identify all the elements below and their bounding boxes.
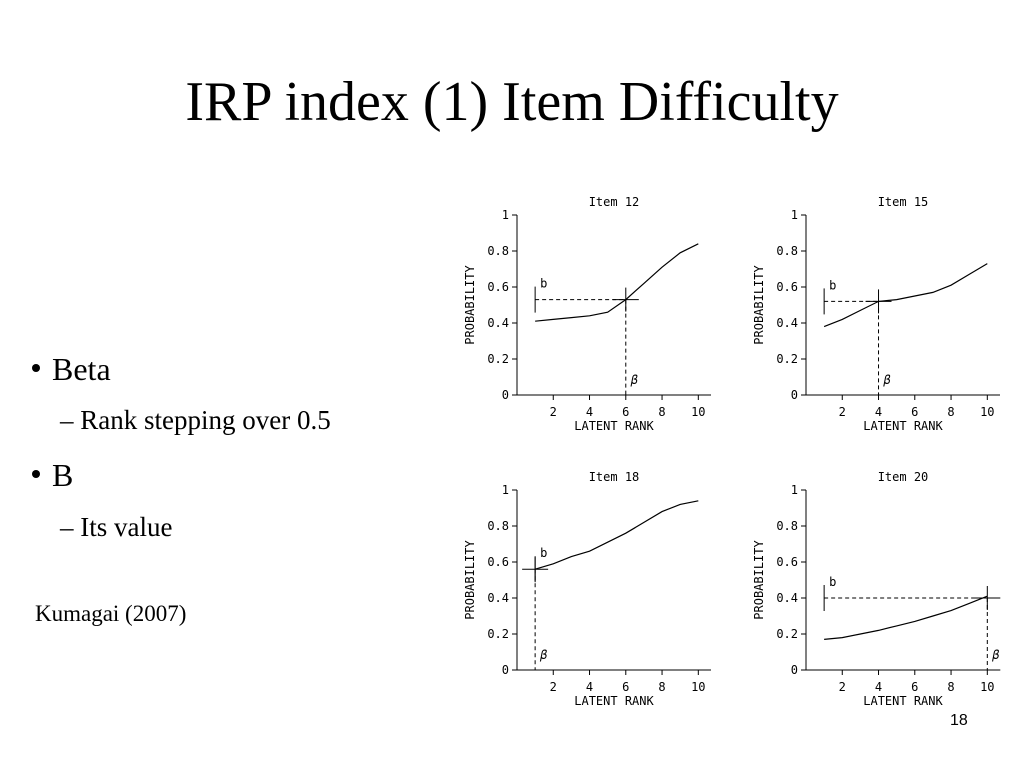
- bullet-dot: [32, 364, 40, 372]
- y-tick-label: 0.4: [487, 316, 509, 330]
- page-number: 18: [950, 712, 968, 729]
- b-label: b: [540, 546, 547, 560]
- chart-title: Item 18: [589, 470, 640, 484]
- beta-label: β: [883, 373, 892, 387]
- beta-label: β: [539, 648, 548, 662]
- y-tick-label: 1: [502, 483, 509, 497]
- x-tick-label: 8: [947, 405, 954, 419]
- y-tick-label: 0.2: [776, 352, 798, 366]
- y-axis-label: PROBABILITY: [463, 539, 477, 619]
- y-tick-label: 0: [502, 663, 509, 677]
- y-tick-label: 1: [502, 208, 509, 222]
- y-tick-label: 0.8: [776, 244, 798, 258]
- y-tick-label: 0: [791, 663, 798, 677]
- x-tick-label: 10: [691, 405, 705, 419]
- y-tick-label: 0.4: [776, 316, 798, 330]
- y-tick-label: 1: [791, 208, 798, 222]
- y-tick-label: 0: [791, 388, 798, 402]
- chart-title: Item 20: [878, 470, 929, 484]
- y-axis-label: PROBABILITY: [752, 264, 766, 344]
- beta-label: β: [991, 648, 1000, 662]
- x-tick-label: 4: [875, 680, 882, 694]
- x-tick-label: 2: [839, 405, 846, 419]
- x-tick-label: 2: [839, 680, 846, 694]
- data-line: [824, 595, 988, 640]
- sub-bullet: – Its value: [59, 512, 172, 542]
- y-tick-label: 0.4: [487, 591, 509, 605]
- bullet-dot: [32, 470, 40, 478]
- citation: Kumagai (2007): [35, 601, 186, 626]
- x-tick-label: 4: [875, 405, 882, 419]
- y-tick-label: 0.2: [487, 352, 509, 366]
- b-label: b: [829, 278, 836, 292]
- x-tick-label: 6: [911, 680, 918, 694]
- bullet: B: [52, 457, 73, 493]
- beta-label: β: [630, 373, 639, 387]
- bullet: Beta: [52, 351, 111, 387]
- chart-title: Item 12: [589, 195, 640, 209]
- x-axis-label: LATENT RANK: [574, 694, 654, 708]
- x-tick-label: 4: [586, 680, 593, 694]
- x-axis-label: LATENT RANK: [574, 419, 654, 433]
- x-tick-label: 10: [691, 680, 705, 694]
- y-tick-label: 1: [791, 483, 798, 497]
- data-line: [534, 500, 699, 570]
- x-axis-label: LATENT RANK: [863, 419, 943, 433]
- x-tick-label: 8: [658, 680, 665, 694]
- y-tick-label: 0.2: [487, 627, 509, 641]
- y-tick-label: 0.4: [776, 591, 798, 605]
- y-tick-label: 0.6: [776, 280, 798, 294]
- sub-bullet: – Rank stepping over 0.5: [59, 405, 331, 435]
- b-label: b: [829, 575, 836, 589]
- y-tick-label: 0.2: [776, 627, 798, 641]
- x-tick-label: 6: [622, 405, 629, 419]
- data-line: [535, 243, 699, 322]
- b-label: b: [540, 277, 547, 291]
- x-tick-label: 8: [658, 405, 665, 419]
- y-axis-label: PROBABILITY: [463, 264, 477, 344]
- y-tick-label: 0: [502, 388, 509, 402]
- x-tick-label: 2: [550, 680, 557, 694]
- y-tick-label: 0.8: [487, 519, 509, 533]
- y-tick-label: 0.6: [776, 555, 798, 569]
- x-axis-label: LATENT RANK: [863, 694, 943, 708]
- x-tick-label: 6: [911, 405, 918, 419]
- chart-title: Item 15: [878, 195, 929, 209]
- y-tick-label: 0.6: [487, 280, 509, 294]
- x-tick-label: 6: [622, 680, 629, 694]
- y-axis-label: PROBABILITY: [752, 539, 766, 619]
- y-tick-label: 0.8: [776, 519, 798, 533]
- x-tick-label: 4: [586, 405, 593, 419]
- data-line: [823, 263, 988, 328]
- x-tick-label: 10: [980, 405, 994, 419]
- y-tick-label: 0.6: [487, 555, 509, 569]
- x-tick-label: 10: [980, 680, 994, 694]
- y-tick-label: 0.8: [487, 244, 509, 258]
- x-tick-label: 2: [550, 405, 557, 419]
- slide-title: IRP index (1) Item Difficulty: [185, 71, 838, 133]
- x-tick-label: 8: [947, 680, 954, 694]
